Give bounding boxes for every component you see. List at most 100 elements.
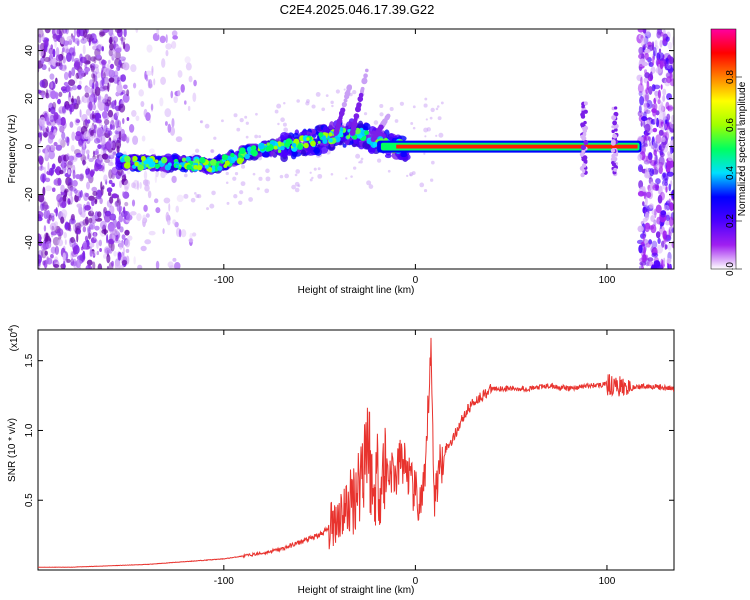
- spectrogram-cell: [90, 125, 95, 131]
- spectrogram-cell: [409, 172, 414, 177]
- spectrogram-cell: [296, 99, 300, 103]
- spectrogram-cell: [53, 141, 58, 147]
- spectrogram-cell: [38, 216, 43, 222]
- spectrogram-cell: [54, 39, 57, 48]
- spectrogram-cell: [71, 250, 78, 258]
- spectrogram-cell: [76, 203, 82, 208]
- spectrogram-cell: [667, 153, 673, 162]
- spectrogram-cell: [68, 79, 76, 87]
- spectrogram-y-tick-label: -40: [24, 235, 35, 250]
- spectrogram-cell: [273, 145, 278, 150]
- spectrogram-cell: [196, 164, 203, 171]
- spectrogram-cell: [642, 201, 645, 207]
- spectrogram-cell: [373, 120, 379, 125]
- spectrogram-cell: [48, 150, 56, 160]
- spectrogram-cell: [44, 44, 48, 53]
- spectrogram-cell: [96, 44, 103, 52]
- spectrogram-cell: [62, 29, 68, 34]
- spectrogram-cell: [70, 196, 74, 203]
- spectrogram-cell: [40, 248, 47, 259]
- spectrogram-cell: [43, 125, 46, 133]
- spectrogram-cell: [164, 164, 171, 171]
- spectrogram-cell: [669, 120, 674, 129]
- spectrogram-cell: [662, 88, 667, 96]
- spectrogram-cell: [328, 132, 333, 137]
- spectrogram-cell: [93, 137, 101, 144]
- spectrogram-cell: [653, 149, 657, 157]
- spectrogram-cell: [665, 220, 670, 226]
- spectrogram-cell: [339, 136, 348, 142]
- spectrogram-cell: [168, 203, 171, 212]
- spectrogram-cell: [318, 132, 324, 138]
- spectrogram-cell: [106, 254, 111, 264]
- spectrogram-cell: [98, 154, 103, 161]
- spectrogram-cell: [83, 29, 88, 38]
- spectrogram-cell: [89, 242, 95, 248]
- spectrogram-cell: [159, 97, 164, 107]
- spectrogram-cell: [412, 126, 416, 130]
- spectrogram-cell: [51, 80, 56, 89]
- spectrogram-cell: [293, 138, 300, 145]
- colorbar-tick-label: 0.0: [725, 262, 736, 276]
- spectrogram-cell: [303, 142, 309, 149]
- spectrogram-cell: [175, 205, 179, 213]
- spectrogram-cell: [47, 161, 50, 172]
- spectrogram-cell: [668, 229, 671, 239]
- spectrogram-cell: [611, 115, 617, 121]
- spectrogram-cell: [671, 228, 674, 233]
- spectrogram-cell: [436, 105, 440, 108]
- spectrogram-cell: [280, 145, 285, 151]
- spectrogram-cell: [667, 41, 673, 50]
- spectrogram-cell: [343, 98, 348, 103]
- spectrogram-cell: [233, 194, 238, 199]
- spectrogram-cell: [148, 78, 153, 89]
- spectrogram-cell: [167, 261, 174, 268]
- spectrogram-cell: [70, 144, 75, 152]
- spectrogram-cells: [38, 29, 674, 269]
- spectrogram-cell: [211, 190, 216, 196]
- spectrogram-cell: [649, 168, 655, 177]
- spectrogram-cell: [659, 39, 663, 48]
- spectrogram-cell: [101, 46, 104, 52]
- spectrogram-cell: [56, 193, 63, 203]
- spectrogram-cell: [128, 124, 135, 133]
- spectrogram-cell: [62, 121, 67, 129]
- spectrogram-cell: [274, 109, 279, 114]
- spectrogram-cell: [257, 142, 265, 150]
- spectrogram-cell: [336, 118, 343, 124]
- spectrogram-cell: [62, 89, 67, 94]
- spectrogram-cell: [644, 254, 649, 261]
- spectrogram-cell: [102, 97, 108, 103]
- spectrogram-cell: [108, 29, 114, 37]
- spectrogram-cell: [51, 80, 54, 91]
- spectrogram-cell: [138, 89, 144, 97]
- spectrogram-cell: [108, 39, 113, 44]
- spectrogram-cell: [103, 67, 109, 77]
- spectrogram-cell: [77, 68, 85, 79]
- spectrogram-cell: [53, 179, 58, 186]
- spectrogram-cell: [91, 198, 95, 207]
- spectrogram-cell: [73, 98, 78, 106]
- spectrogram-cell: [659, 191, 665, 201]
- spectrogram-cell: [104, 99, 112, 107]
- spectrogram-cell: [132, 82, 137, 89]
- spectrogram-cell: [175, 164, 180, 168]
- spectrogram-cell: [160, 171, 166, 179]
- spectrogram-cell: [103, 228, 107, 236]
- spectrogram-cell: [644, 72, 651, 79]
- spectrogram-y-tick-label: 0: [24, 143, 35, 149]
- spectrogram-cell: [234, 172, 239, 176]
- spectrogram-cell: [637, 110, 643, 117]
- spectrogram-cell: [62, 63, 67, 72]
- spectrogram-cell: [423, 188, 428, 193]
- spectrogram-cell: [73, 189, 78, 194]
- spectrogram-cell: [295, 169, 301, 174]
- spectrogram-cell: [663, 53, 671, 59]
- spectrogram-cell: [146, 44, 153, 53]
- spectrogram-cell: [73, 61, 80, 70]
- spectrogram-cell: [108, 59, 111, 64]
- spectrogram-cell: [48, 67, 51, 72]
- spectrogram-cell: [80, 190, 83, 198]
- spectrogram-cell: [49, 222, 57, 232]
- spectrogram-cell: [93, 232, 97, 240]
